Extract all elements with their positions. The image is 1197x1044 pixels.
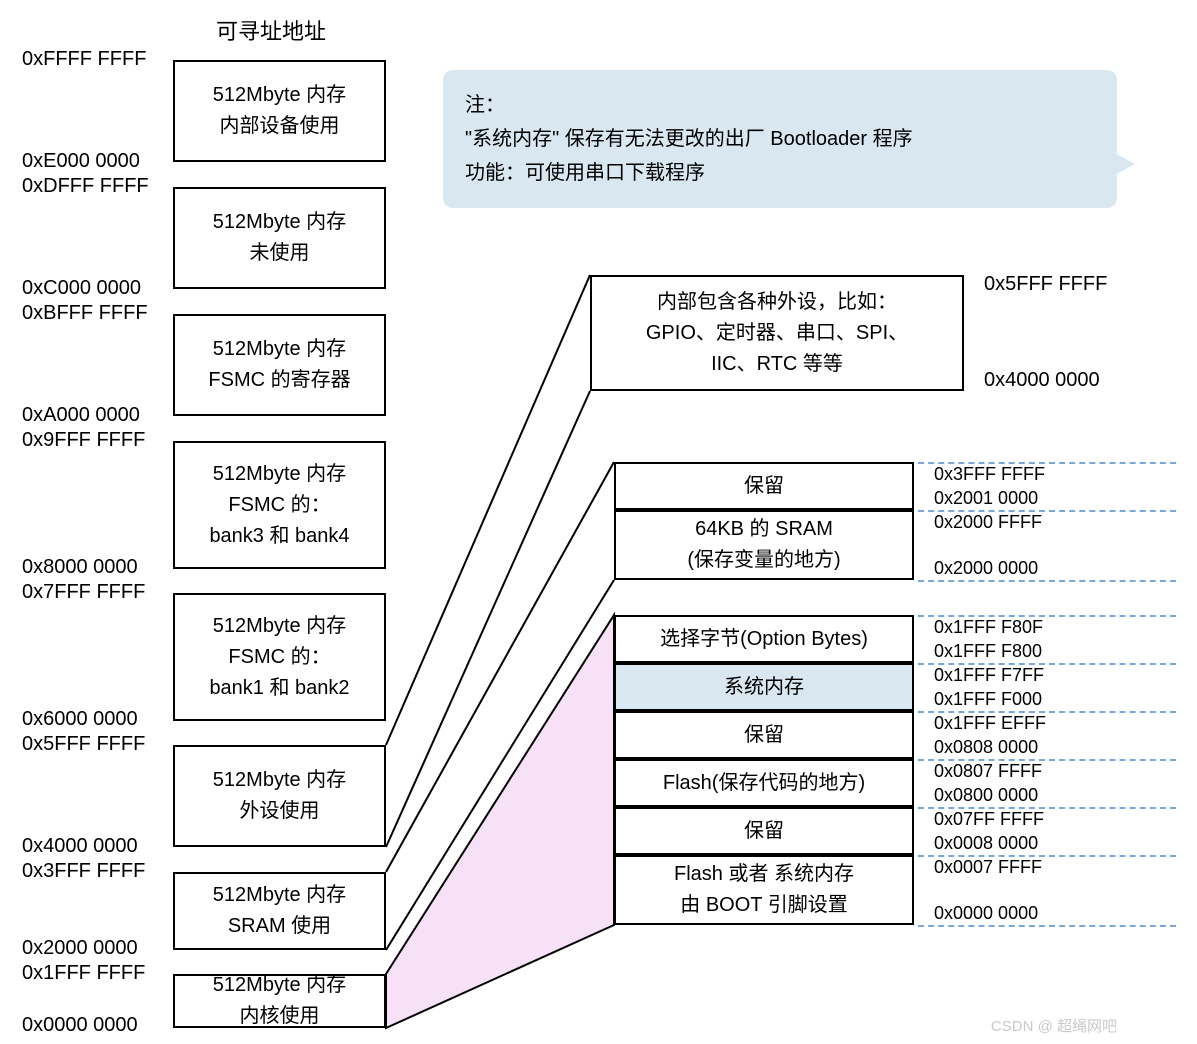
memory-block-4: 512Mbyte 内存FSMC 的：bank1 和 bank2 bbox=[173, 593, 386, 721]
addr-label-13: 0x2000 0000 bbox=[22, 937, 138, 960]
detail-addr-top-0: 0x3FFF FFFF bbox=[934, 464, 1045, 485]
note-bubble: 注： "系统内存" 保存有无法更改的出厂 Bootloader 程序 功能：可使… bbox=[443, 70, 1117, 208]
addr-label-7: 0x8000 0000 bbox=[22, 556, 138, 579]
addr-label-5: 0xA000 0000 bbox=[22, 404, 140, 427]
detail-block-1: 64KB 的 SRAM(保存变量的地方) bbox=[614, 510, 914, 580]
detail-addr-top-1: 0x2000 FFFF bbox=[934, 512, 1042, 533]
addr-label-1: 0xE000 0000 bbox=[22, 150, 140, 173]
detail-block-4: 保留 bbox=[614, 711, 914, 759]
memory-block-0: 512Mbyte 内存内部设备使用 bbox=[173, 60, 386, 162]
detail-addr-bot-0: 0x2001 0000 bbox=[934, 488, 1038, 509]
addr-label-11: 0x4000 0000 bbox=[22, 835, 138, 858]
addr-label-8: 0x7FFF FFFF bbox=[22, 581, 145, 604]
addr-label-3: 0xC000 0000 bbox=[22, 277, 141, 300]
diagram-title: 可寻址地址 bbox=[216, 14, 326, 46]
detail-addr-bot-5: 0x0800 0000 bbox=[934, 785, 1038, 806]
addr-label-10: 0x5FFF FFFF bbox=[22, 733, 145, 756]
periph-line3: IIC、RTC 等等 bbox=[711, 349, 843, 380]
detail-addr-bot-4: 0x0808 0000 bbox=[934, 737, 1038, 758]
memory-block-6: 512Mbyte 内存SRAM 使用 bbox=[173, 872, 386, 950]
memory-map-diagram: 可寻址地址 512Mbyte 内存内部设备使用 512Mbyte 内存未使用 512… bbox=[0, 0, 1197, 1044]
dash-9 bbox=[918, 925, 1176, 927]
addr-label-12: 0x3FFF FFFF bbox=[22, 860, 145, 883]
detail-block-0: 保留 bbox=[614, 462, 914, 510]
dash-2 bbox=[918, 580, 1176, 582]
periph-line2: GPIO、定时器、串口、SPI、 bbox=[646, 318, 908, 349]
detail-addr-bot-6: 0x0008 0000 bbox=[934, 833, 1038, 854]
detail-block-2: 选择字节(Option Bytes) bbox=[614, 615, 914, 663]
memory-block-1: 512Mbyte 内存未使用 bbox=[173, 187, 386, 289]
detail-block-5: Flash(保存代码的地方) bbox=[614, 759, 914, 807]
detail-block-3: 系统内存 bbox=[614, 663, 914, 711]
detail-addr-bot-7: 0x0000 0000 bbox=[934, 903, 1038, 924]
memory-block-5: 512Mbyte 内存外设使用 bbox=[173, 745, 386, 847]
memory-block-2: 512Mbyte 内存FSMC 的寄存器 bbox=[173, 314, 386, 416]
detail-addr-bot-2: 0x1FFF F800 bbox=[934, 641, 1042, 662]
detail-addr-bot-1: 0x2000 0000 bbox=[934, 558, 1038, 579]
peripheral-block: 内部包含各种外设，比如： GPIO、定时器、串口、SPI、 IIC、RTC 等等 bbox=[590, 275, 964, 391]
detail-addr-top-2: 0x1FFF F80F bbox=[934, 617, 1043, 638]
addr-label-2: 0xDFFF FFFF bbox=[22, 175, 149, 198]
detail-addr-top-6: 0x07FF FFFF bbox=[934, 809, 1044, 830]
detail-block-6: 保留 bbox=[614, 807, 914, 855]
detail-addr-bot-3: 0x1FFF F000 bbox=[934, 689, 1042, 710]
detail-block-7: Flash 或者 系统内存由 BOOT 引脚设置 bbox=[614, 855, 914, 925]
detail-addr-top-5: 0x0807 FFFF bbox=[934, 761, 1042, 782]
addr-label-9: 0x6000 0000 bbox=[22, 708, 138, 731]
addr-label-4: 0xBFFF FFFF bbox=[22, 302, 148, 325]
detail-addr-top-7: 0x0007 FFFF bbox=[934, 857, 1042, 878]
addr-label-0: 0xFFFF FFFF bbox=[22, 48, 146, 71]
note-line2: "系统内存" 保存有无法更改的出厂 Bootloader 程序 bbox=[465, 122, 1095, 156]
periph-addr-bot: 0x4000 0000 bbox=[984, 369, 1100, 392]
note-line1: 注： bbox=[465, 88, 1095, 122]
note-line3: 功能：可使用串口下载程序 bbox=[465, 156, 1095, 190]
addr-label-14: 0x1FFF FFFF bbox=[22, 962, 145, 985]
detail-addr-top-4: 0x1FFF EFFF bbox=[934, 713, 1046, 734]
periph-line1: 内部包含各种外设，比如： bbox=[657, 287, 897, 318]
periph-addr-top: 0x5FFF FFFF bbox=[984, 273, 1107, 296]
addr-label-6: 0x9FFF FFFF bbox=[22, 429, 145, 452]
addr-label-15: 0x0000 0000 bbox=[22, 1014, 138, 1037]
detail-addr-top-3: 0x1FFF F7FF bbox=[934, 665, 1044, 686]
watermark: CSDN @ 超绳网吧 bbox=[991, 1015, 1117, 1036]
memory-block-7: 512Mbyte 内存内核使用 bbox=[173, 974, 386, 1028]
memory-block-3: 512Mbyte 内存FSMC 的：bank3 和 bank4 bbox=[173, 441, 386, 569]
